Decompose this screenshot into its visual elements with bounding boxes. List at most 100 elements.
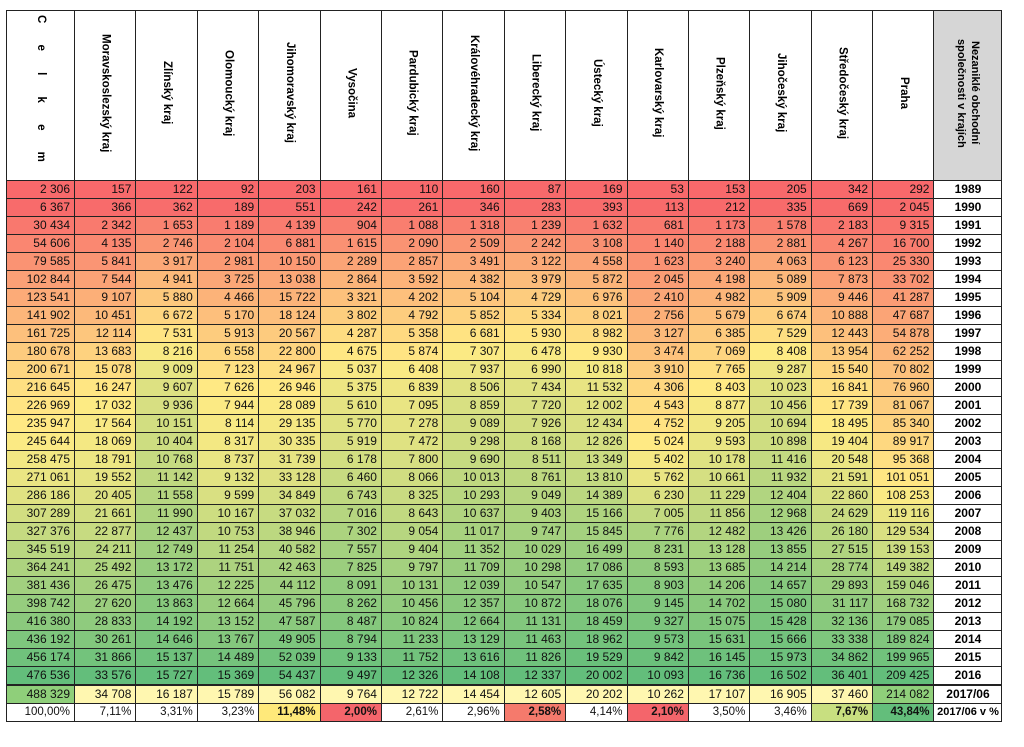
table-row: 345 519 24 211 12 749 11 254 40 582 7 557 9 40… bbox=[6, 540, 1003, 559]
value-cell: 214 082 bbox=[872, 684, 935, 704]
region-name: Jihočeský kraj bbox=[774, 53, 787, 133]
value-cell: 11 463 bbox=[503, 630, 567, 649]
value-cell: 4 202 bbox=[380, 288, 444, 307]
value-cell: 9 049 bbox=[503, 486, 567, 505]
value-cell: 9 842 bbox=[626, 648, 689, 667]
value-cell: 19 552 bbox=[73, 468, 137, 487]
value-cell: 9 797 bbox=[380, 558, 444, 577]
value-cell: 9 607 bbox=[135, 378, 198, 397]
header-total: C e l k e m bbox=[6, 10, 75, 181]
value-cell: 26 180 bbox=[810, 522, 874, 541]
table-row: 161 725 12 114 7 531 5 913 20 567 4 287 5 358 6… bbox=[6, 324, 1003, 343]
value-cell: 11 752 bbox=[380, 648, 444, 667]
value-cell: 6 123 bbox=[810, 252, 874, 271]
percent-cell: 2,61% bbox=[380, 703, 444, 722]
value-cell: 242 bbox=[319, 198, 382, 217]
value-cell: 1 239 bbox=[503, 216, 567, 235]
value-cell: 20 405 bbox=[73, 486, 137, 505]
total-cell: 327 376 bbox=[6, 522, 75, 541]
value-cell: 3 910 bbox=[626, 360, 689, 379]
value-cell: 42 463 bbox=[258, 558, 321, 577]
value-cell: 5 930 bbox=[503, 324, 567, 343]
value-cell: 5 874 bbox=[380, 342, 444, 361]
value-cell: 10 293 bbox=[442, 486, 505, 505]
value-cell: 8 021 bbox=[565, 306, 628, 325]
value-cell: 17 032 bbox=[73, 396, 137, 415]
value-cell: 4 543 bbox=[626, 396, 689, 415]
value-cell: 1 318 bbox=[442, 216, 505, 235]
total-cell: 456 174 bbox=[6, 648, 75, 667]
value-cell: 18 791 bbox=[73, 450, 137, 469]
value-cell: 10 178 bbox=[687, 450, 751, 469]
value-cell: 108 253 bbox=[872, 486, 935, 505]
value-cell: 9 573 bbox=[626, 630, 689, 649]
table-row: 258 475 18 791 10 768 8 737 31 739 6 178 7 800… bbox=[6, 450, 1003, 469]
value-cell: 20 202 bbox=[565, 684, 628, 704]
header-region: Liberecký kraj bbox=[503, 10, 567, 181]
year-cell: 2000 bbox=[933, 378, 1003, 397]
value-cell: 7 825 bbox=[319, 558, 382, 577]
value-cell: 56 082 bbox=[258, 684, 321, 704]
value-cell: 18 495 bbox=[810, 414, 874, 433]
value-cell: 37 460 bbox=[810, 684, 874, 704]
value-cell: 6 990 bbox=[503, 360, 567, 379]
value-cell: 18 069 bbox=[73, 432, 137, 451]
value-cell: 17 107 bbox=[687, 684, 751, 704]
value-cell: 9 054 bbox=[380, 522, 444, 541]
value-cell: 8 066 bbox=[380, 468, 444, 487]
year-cell: 2014 bbox=[933, 630, 1003, 649]
table-row: 307 289 21 661 11 990 10 167 37 032 7 016 8 64… bbox=[6, 504, 1003, 523]
value-cell: 25 492 bbox=[73, 558, 137, 577]
value-cell: 17 635 bbox=[565, 576, 628, 595]
value-cell: 7 531 bbox=[135, 324, 198, 343]
value-cell: 8 761 bbox=[503, 468, 567, 487]
value-cell: 13 685 bbox=[687, 558, 751, 577]
value-cell: 26 946 bbox=[258, 378, 321, 397]
value-cell: 47 587 bbox=[258, 612, 321, 631]
value-cell: 209 425 bbox=[872, 666, 935, 686]
value-cell: 33 128 bbox=[258, 468, 321, 487]
year-cell: 2010 bbox=[933, 558, 1003, 577]
value-cell: 12 749 bbox=[135, 540, 198, 559]
table-row: 436 192 30 261 14 646 13 767 49 905 8 794 11 2… bbox=[6, 630, 1003, 649]
value-cell: 9 107 bbox=[73, 288, 137, 307]
value-cell: 4 941 bbox=[135, 270, 198, 289]
value-cell: 4 139 bbox=[258, 216, 321, 235]
value-cell: 3 802 bbox=[319, 306, 382, 325]
value-cell: 11 709 bbox=[442, 558, 505, 577]
year-cell: 1999 bbox=[933, 360, 1003, 379]
value-cell: 10 013 bbox=[442, 468, 505, 487]
percent-cell: 3,31% bbox=[135, 703, 198, 722]
header-year-column: Nezaniklé obchodní společnosti v krajích bbox=[933, 10, 1003, 181]
value-cell: 10 888 bbox=[810, 306, 874, 325]
table-body: 2 306 157 122 92 203 161 110 160 87 169 53 153 205 34… bbox=[6, 180, 1003, 722]
value-cell: 14 657 bbox=[749, 576, 812, 595]
header-region: Karlovarský kraj bbox=[626, 10, 689, 181]
value-cell: 15 631 bbox=[687, 630, 751, 649]
year-cell: 1993 bbox=[933, 252, 1003, 271]
year-cell: 1992 bbox=[933, 234, 1003, 253]
value-cell: 5 358 bbox=[380, 324, 444, 343]
value-cell: 8 903 bbox=[626, 576, 689, 595]
value-cell: 11 017 bbox=[442, 522, 505, 541]
value-cell: 11 233 bbox=[380, 630, 444, 649]
value-cell: 681 bbox=[626, 216, 689, 235]
value-cell: 52 039 bbox=[258, 648, 321, 667]
value-cell: 8 408 bbox=[749, 342, 812, 361]
value-cell: 2 509 bbox=[442, 234, 505, 253]
year-cell: 2004 bbox=[933, 450, 1003, 469]
value-cell: 12 826 bbox=[565, 432, 628, 451]
value-cell: 8 877 bbox=[687, 396, 751, 415]
value-cell: 34 862 bbox=[810, 648, 874, 667]
percent-cell: 3,46% bbox=[749, 703, 812, 722]
value-cell: 26 475 bbox=[73, 576, 137, 595]
value-cell: 17 739 bbox=[810, 396, 874, 415]
value-cell: 2 045 bbox=[872, 198, 935, 217]
value-cell: 28 833 bbox=[73, 612, 137, 631]
value-cell: 5 913 bbox=[196, 324, 260, 343]
value-cell: 22 800 bbox=[258, 342, 321, 361]
value-cell: 13 767 bbox=[196, 630, 260, 649]
value-cell: 159 046 bbox=[872, 576, 935, 595]
value-cell: 7 626 bbox=[196, 378, 260, 397]
header-region: Pardubický kraj bbox=[380, 10, 444, 181]
